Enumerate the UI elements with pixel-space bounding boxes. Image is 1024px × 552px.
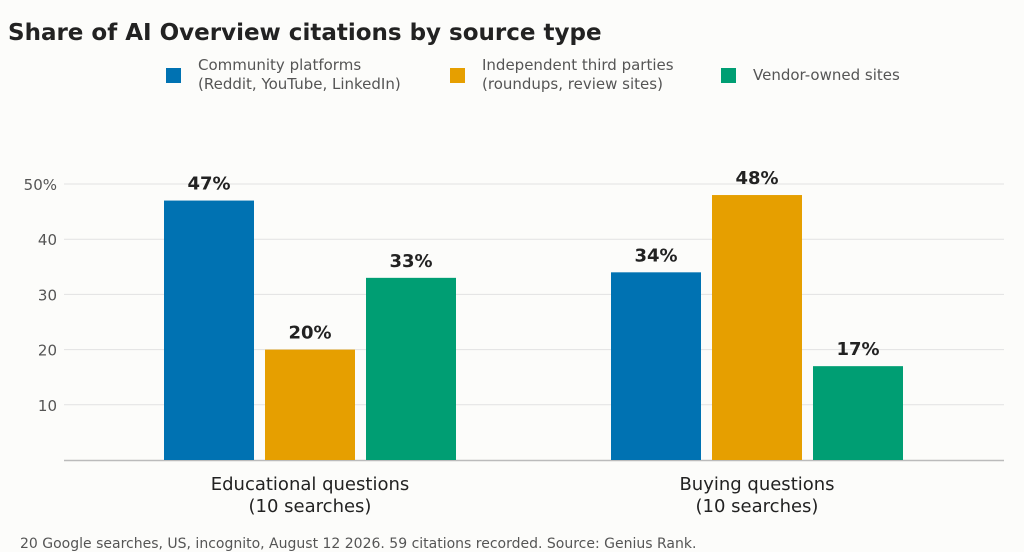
bar-series2-cat0 xyxy=(366,277,456,460)
y-tick-label-20: 20 xyxy=(38,342,57,360)
x-category-label-0-line0: Educational questions xyxy=(211,474,410,495)
data-label-series2-cat1: 17% xyxy=(836,339,879,360)
legend-item-community: Community platforms (Reddit, YouTube, Li… xyxy=(166,56,401,94)
legend-item-vendor: Vendor-owned sites xyxy=(721,66,900,85)
bar-series1-cat0 xyxy=(265,349,355,460)
chart-title: Share of AI Overview citations by source… xyxy=(8,20,602,46)
data-label-series0-cat1: 34% xyxy=(634,245,677,266)
footnote: 20 Google searches, US, incognito, Augus… xyxy=(20,536,697,552)
legend-label-vendor: Vendor-owned sites xyxy=(753,66,900,84)
bar-series1-cat1 xyxy=(712,195,802,461)
bar-series0-cat0 xyxy=(164,200,254,460)
legend-label-community: Community platforms (Reddit, YouTube, Li… xyxy=(198,56,401,93)
legend-item-independent: Independent third parties (roundups, rev… xyxy=(450,56,674,94)
y-tick-label-40: 40 xyxy=(38,231,57,249)
y-tick-label-30: 30 xyxy=(38,286,57,304)
x-category-label-1-line0: Buying questions xyxy=(679,474,834,495)
data-label-series1-cat0: 20% xyxy=(288,323,331,344)
data-label-series0-cat0: 47% xyxy=(187,174,230,195)
bar-series0-cat1 xyxy=(611,272,701,460)
legend-swatch-community xyxy=(166,67,181,83)
data-label-series2-cat0: 33% xyxy=(389,251,432,272)
x-category-label-1-line1: (10 searches) xyxy=(696,496,819,517)
x-category-label-0-line1: (10 searches) xyxy=(249,496,372,517)
y-tick-label-50: 50% xyxy=(24,176,57,194)
legend-swatch-vendor xyxy=(721,68,736,83)
data-label-series1-cat1: 48% xyxy=(735,168,778,189)
legend-swatch-independent xyxy=(450,67,465,83)
bar-series2-cat1 xyxy=(813,366,903,460)
y-tick-label-10: 10 xyxy=(38,397,57,415)
legend-label-independent: Independent third parties (roundups, rev… xyxy=(482,56,674,93)
